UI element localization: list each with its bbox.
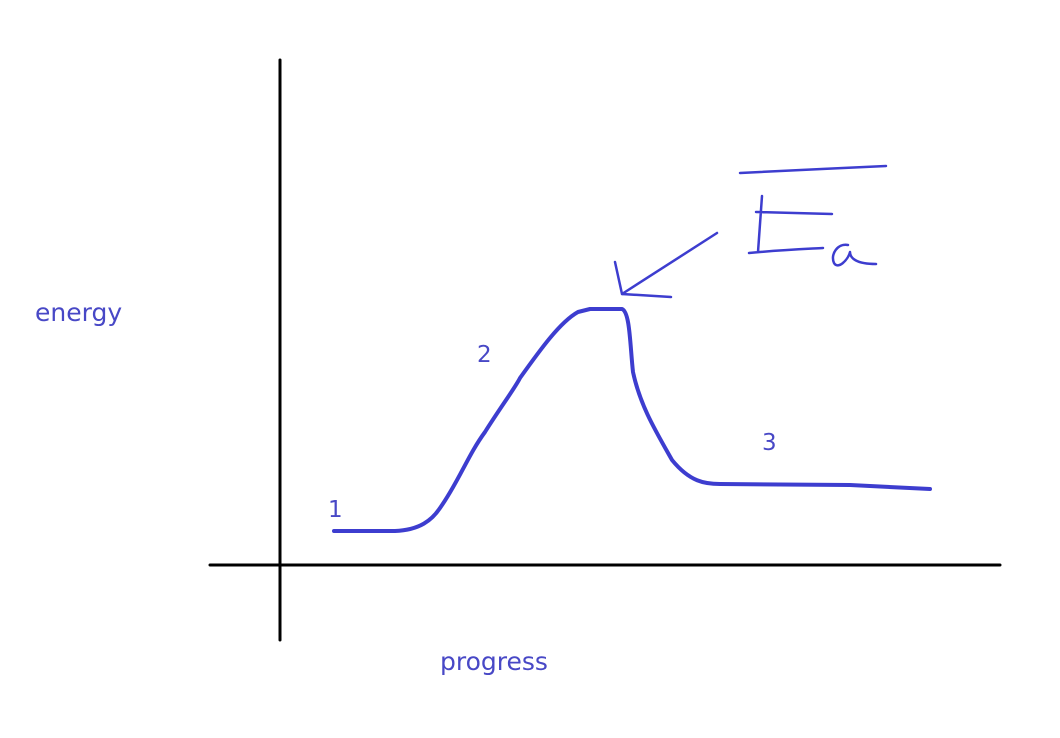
point-label-3: 3	[762, 430, 777, 456]
ea-overbar	[738, 164, 888, 175]
arrow-icon	[613, 231, 719, 299]
ea-letter-a	[831, 243, 878, 267]
point-label-2: 2	[477, 342, 492, 368]
y-axis-label: energy	[35, 298, 123, 327]
x-axis-label: progress	[440, 647, 548, 676]
ea-letter-e	[747, 194, 834, 255]
energy-curve	[332, 307, 932, 533]
point-label-1: 1	[328, 497, 343, 523]
ea-annotation	[738, 164, 888, 267]
